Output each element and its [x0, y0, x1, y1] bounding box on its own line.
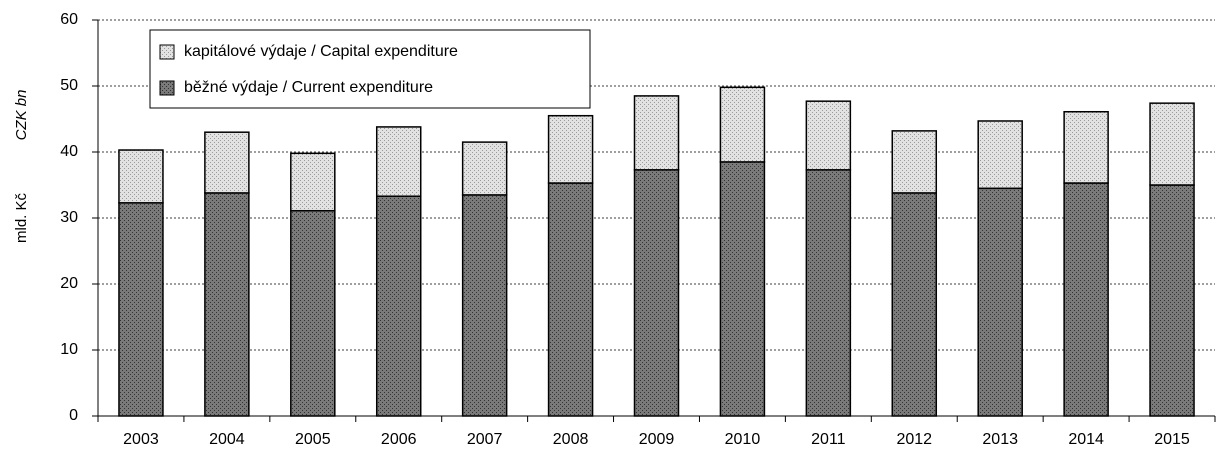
y-tick-label: 20: [60, 275, 78, 292]
y-tick-label: 0: [69, 407, 78, 424]
bar-segment: [719, 86, 766, 163]
bar-segment: [375, 126, 422, 197]
x-tick-label: 2005: [295, 431, 331, 448]
legend-label: běžné výdaje / Current expenditure: [184, 79, 433, 96]
bar-segment: [1149, 102, 1195, 186]
y-tick-label: 30: [60, 209, 78, 226]
x-tick-label: 2004: [209, 431, 245, 448]
bar-segment: [805, 169, 852, 417]
x-tick-label: 2015: [1154, 431, 1190, 448]
legend-box: [149, 29, 591, 109]
y-tick-label: 60: [60, 11, 78, 28]
bar-segment: [1063, 182, 1109, 417]
bar-segment: [290, 152, 336, 212]
bar-segment: [1149, 184, 1195, 417]
bar-segment: [204, 192, 250, 417]
x-tick-label: 2012: [896, 431, 932, 448]
bar-segment: [977, 187, 1023, 417]
x-tick-label: 2006: [381, 431, 417, 448]
x-tick-label: 2007: [467, 431, 503, 448]
x-tick-label: 2003: [123, 431, 159, 448]
bar-segment: [461, 194, 508, 417]
bar-segment: [290, 209, 336, 417]
x-tick-label: 2009: [639, 431, 675, 448]
legend-swatch: [159, 44, 175, 60]
bar-segment: [633, 95, 680, 171]
x-tick-label: 2011: [811, 431, 846, 448]
legend-label: kapitálové výdaje / Capital expenditure: [184, 43, 458, 60]
legend-swatch: [159, 80, 175, 96]
bar-segment: [547, 182, 594, 417]
y-axis-label: mld. Kč: [13, 192, 30, 243]
bar-segment: [805, 100, 852, 171]
x-tick-label: 2010: [725, 431, 761, 448]
x-tick-label: 2014: [1068, 431, 1104, 448]
bar-segment: [633, 169, 680, 417]
y-tick-label: 10: [60, 341, 78, 358]
bar-segment: [891, 192, 938, 417]
bar-segment: [1063, 110, 1109, 184]
y-tick-label: 40: [60, 143, 78, 160]
bar-segment: [977, 120, 1023, 190]
bar-segment: [461, 141, 508, 196]
bar-segment: [375, 195, 422, 417]
bar-segment: [118, 149, 164, 204]
bar-segment: [547, 114, 594, 184]
y-axis-label-en: CZK bn: [13, 90, 30, 141]
bar-segment: [891, 130, 938, 194]
y-tick-label: 50: [60, 77, 78, 94]
x-tick-label: 2008: [553, 431, 589, 448]
bar-segment: [719, 161, 766, 417]
bar-segment: [204, 131, 250, 194]
x-tick-label: 2013: [982, 431, 1018, 448]
bar-segment: [118, 202, 164, 417]
